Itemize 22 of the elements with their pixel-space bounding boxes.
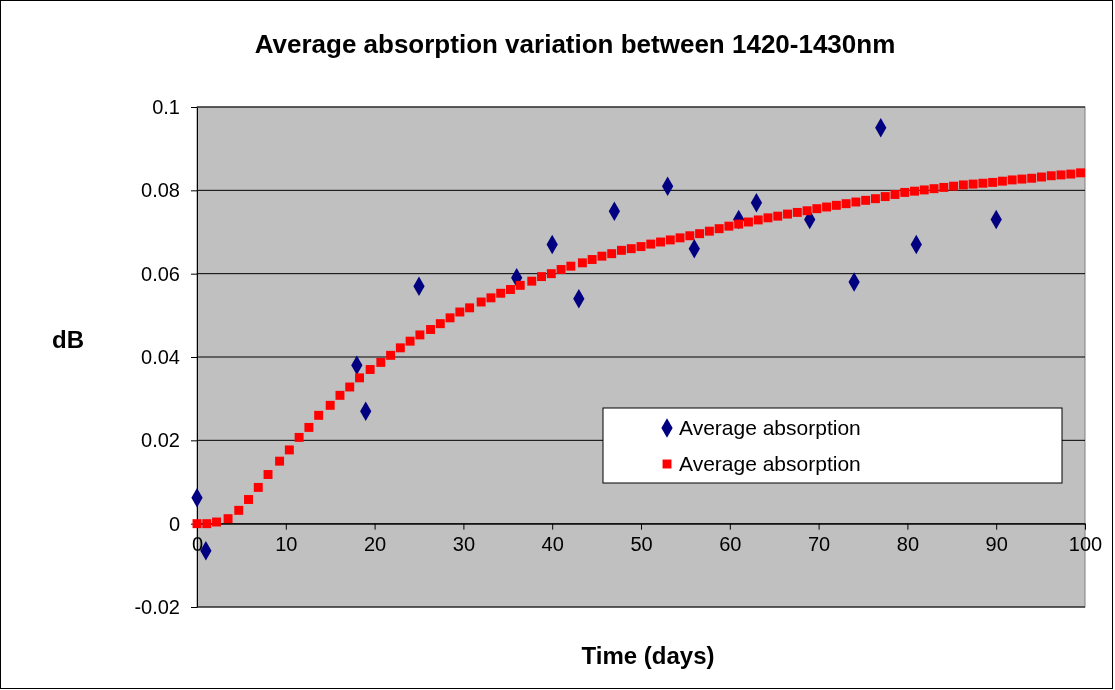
x-tick-label: 10: [275, 532, 298, 555]
x-tick-label: 40: [541, 532, 564, 555]
x-tick-label: 20: [363, 532, 387, 555]
x-axis-title: Time (days): [581, 642, 715, 669]
y-tick-label: 0.06: [141, 262, 180, 285]
y-tick-label: -0.02: [134, 595, 180, 618]
x-tick-label: 60: [719, 532, 742, 555]
legend-label: Average absorption: [679, 452, 861, 475]
x-tick-label: 100: [1068, 532, 1103, 555]
y-tick-label: 0: [168, 512, 180, 535]
x-tick-label: 50: [630, 532, 653, 555]
y-tick-label: 0.08: [141, 179, 180, 202]
x-tick-label: 80: [896, 532, 920, 555]
x-tick-label: 70: [807, 532, 831, 555]
x-tick-label: 90: [985, 532, 1008, 555]
y-tick-label: 0.02: [141, 429, 180, 452]
x-tick-label: 30: [452, 532, 476, 555]
y-axis-title: dB: [52, 326, 84, 353]
legend-label: Average absorption: [679, 416, 861, 439]
y-tick-label: 0.04: [141, 345, 180, 368]
y-tick-label: 0.1: [152, 95, 180, 118]
chart-title: Average absorption variation between 1420-1430nm: [254, 29, 896, 59]
